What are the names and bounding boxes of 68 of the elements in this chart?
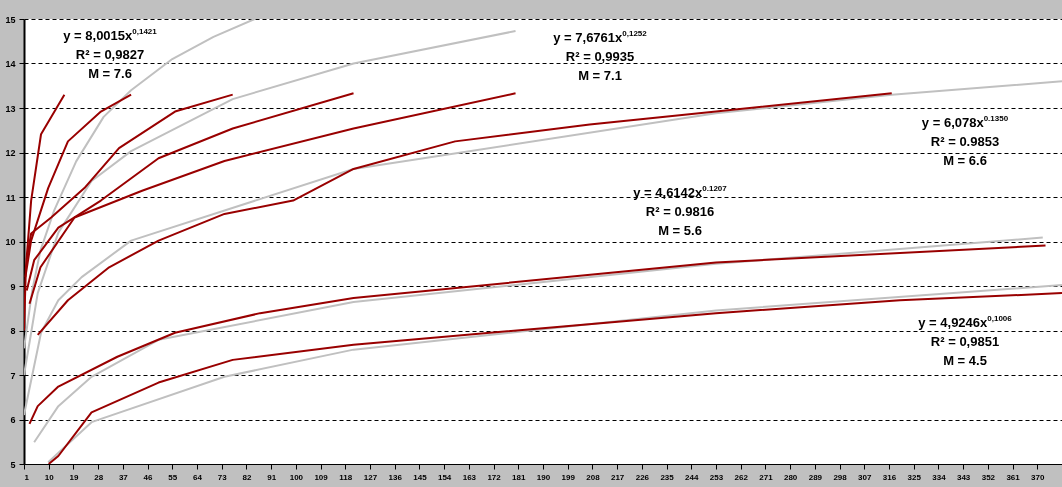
x-tick-label: 10 bbox=[44, 472, 55, 482]
x-tick-label: 343 bbox=[956, 472, 971, 482]
x-tick-label: 127 bbox=[363, 472, 378, 482]
x-tick-label: 55 bbox=[168, 472, 178, 482]
x-tick-label: 19 bbox=[69, 472, 79, 482]
x-tick-label: 271 bbox=[759, 472, 774, 482]
x-tick-label: 289 bbox=[808, 472, 823, 482]
x-tick-label: 100 bbox=[289, 472, 304, 482]
x-tick-label: 307 bbox=[858, 472, 872, 482]
x-tick-label: 226 bbox=[635, 472, 650, 482]
x-tick-label: 235 bbox=[660, 472, 675, 482]
x-tick-label: 1 bbox=[24, 472, 30, 482]
x-tick-label: 73 bbox=[217, 472, 228, 482]
x-tick-label: 334 bbox=[932, 472, 947, 482]
x-tick-label: 136 bbox=[388, 472, 403, 482]
y-tick-label: 8 bbox=[10, 326, 16, 336]
annotation: R² = 0,9935 bbox=[565, 48, 635, 64]
x-tick-label: 325 bbox=[907, 472, 922, 482]
x-tick-label: 163 bbox=[462, 472, 477, 482]
y-tick-label: 7 bbox=[10, 370, 16, 381]
x-tick-label: 217 bbox=[610, 472, 625, 482]
annotation: M = 6.6 bbox=[943, 152, 987, 168]
y-tick-label: 10 bbox=[5, 237, 16, 247]
annotation: M = 7.6 bbox=[88, 65, 132, 81]
x-tick-label: 145 bbox=[413, 472, 428, 482]
annotation: R² = 0,9851 bbox=[930, 333, 1000, 349]
x-tick-label: 244 bbox=[685, 472, 699, 482]
annotation: R² = 0.9853 bbox=[930, 133, 1000, 149]
y-tick-label: 12 bbox=[5, 148, 16, 158]
x-tick-label: 298 bbox=[833, 472, 848, 482]
x-tick-label: 199 bbox=[561, 472, 576, 482]
x-tick-label: 28 bbox=[94, 472, 104, 482]
x-tick-label: 37 bbox=[118, 472, 129, 482]
x-tick-label: 181 bbox=[512, 472, 526, 482]
annotation: R² = 0,9827 bbox=[75, 46, 145, 62]
y-tick-label: 9 bbox=[10, 281, 16, 292]
annotation: M = 7.1 bbox=[578, 67, 622, 83]
y-tick-label: 11 bbox=[5, 192, 16, 203]
y-tick-label: 13 bbox=[5, 103, 16, 114]
x-tick-label: 82 bbox=[242, 472, 252, 482]
y-tick-label: 5 bbox=[10, 459, 16, 470]
x-tick-label: 370 bbox=[1031, 472, 1045, 482]
x-tick-label: 118 bbox=[339, 472, 353, 482]
y-tick-label: 6 bbox=[10, 415, 16, 425]
annotation: y = 7,6761x$^{0,1252}$ bbox=[553, 29, 647, 45]
x-tick-label: 316 bbox=[882, 472, 897, 482]
x-tick-label: 172 bbox=[487, 472, 502, 482]
annotation: y = 4,9246x$^{0,1006}$ bbox=[918, 314, 1012, 330]
y-tick-label: 15 bbox=[5, 14, 16, 25]
x-tick-label: 361 bbox=[1006, 472, 1021, 482]
x-tick-label: 280 bbox=[783, 472, 798, 482]
annotation: y = 8,0015x$^{0,1421}$ bbox=[63, 27, 157, 43]
x-tick-label: 154 bbox=[437, 472, 452, 482]
x-tick-label: 262 bbox=[734, 472, 749, 482]
x-tick-label: 109 bbox=[314, 472, 329, 482]
x-tick-label: 253 bbox=[709, 472, 724, 482]
x-tick-label: 64 bbox=[193, 472, 203, 482]
annotation: y = 4,6142x$^{0.1207}$ bbox=[633, 184, 727, 200]
annotation: M = 5.6 bbox=[658, 222, 702, 238]
x-tick-label: 91 bbox=[267, 472, 277, 482]
x-tick-label: 352 bbox=[981, 472, 996, 482]
annotation: M = 4.5 bbox=[943, 352, 987, 368]
y-tick-label: 14 bbox=[5, 59, 16, 69]
annotation: R² = 0.9816 bbox=[645, 203, 715, 219]
x-tick-label: 190 bbox=[536, 472, 551, 482]
x-tick-label: 208 bbox=[586, 472, 601, 482]
x-tick-label: 46 bbox=[143, 472, 154, 482]
annotation: y = 6,078x$^{0.1350}$ bbox=[921, 114, 1009, 130]
